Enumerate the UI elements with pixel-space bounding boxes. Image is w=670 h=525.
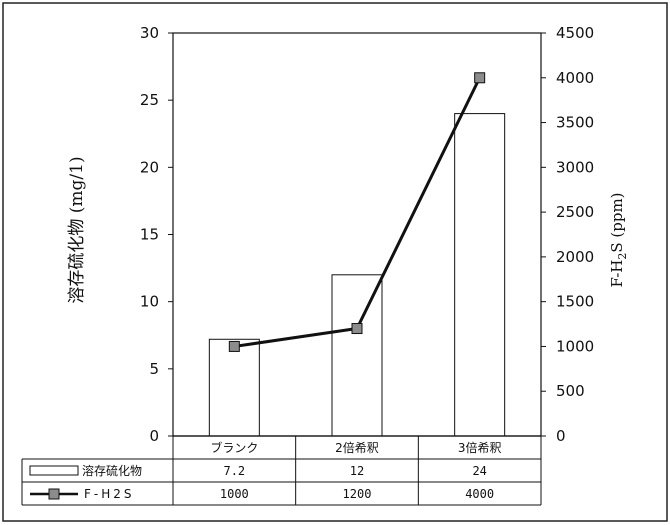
table-cell: 4000 bbox=[465, 487, 494, 501]
y-tick-label: 25 bbox=[140, 91, 159, 109]
category-label: 3倍希釈 bbox=[458, 440, 502, 455]
category-label: 2倍希釈 bbox=[335, 440, 379, 455]
y2-tick-label: 4500 bbox=[556, 24, 594, 42]
table-cell: 7.2 bbox=[223, 464, 245, 478]
y2-tick-label: 3000 bbox=[556, 158, 594, 176]
line-point bbox=[228, 340, 240, 352]
y-tick-label: 0 bbox=[149, 427, 159, 445]
table-cell: 1000 bbox=[220, 487, 249, 501]
y-axis-label: 溶存硫化物 (mg/1) bbox=[67, 156, 87, 303]
y2-tick-label: 1000 bbox=[556, 337, 594, 355]
legend-line-label: F-H2S bbox=[84, 487, 135, 501]
y2-tick-label: 1500 bbox=[556, 293, 594, 311]
y2-axis-label: F-H2S (ppm) bbox=[608, 192, 629, 287]
y2-tick-label: 4000 bbox=[556, 69, 594, 87]
y2-tick-label: 2500 bbox=[556, 203, 594, 221]
y2-tick-label: 500 bbox=[556, 382, 585, 400]
bar bbox=[454, 113, 506, 437]
y-tick-label: 5 bbox=[149, 360, 159, 378]
bar bbox=[331, 274, 383, 437]
bars-group bbox=[208, 113, 506, 437]
line-point bbox=[474, 72, 486, 84]
table-cell: 1200 bbox=[343, 487, 372, 501]
legend-bar-label: 溶存硫化物 bbox=[82, 463, 142, 478]
y-tick-label: 10 bbox=[140, 293, 159, 311]
y-tick-label: 20 bbox=[140, 158, 159, 176]
y-tick-label: 15 bbox=[140, 226, 159, 244]
legend-bar-swatch bbox=[29, 465, 79, 476]
legend-line-marker bbox=[48, 488, 60, 500]
line-point bbox=[351, 323, 363, 335]
y2-tick-label: 0 bbox=[556, 427, 566, 445]
table-cell: 24 bbox=[472, 464, 486, 478]
bar bbox=[208, 338, 260, 437]
table-cell: 12 bbox=[350, 464, 364, 478]
y2-tick-label: 2000 bbox=[556, 248, 594, 266]
y-tick-label: 30 bbox=[140, 24, 159, 42]
y2-tick-label: 3500 bbox=[556, 114, 594, 132]
line-group bbox=[228, 72, 486, 352]
category-label: ブランク bbox=[210, 440, 258, 455]
